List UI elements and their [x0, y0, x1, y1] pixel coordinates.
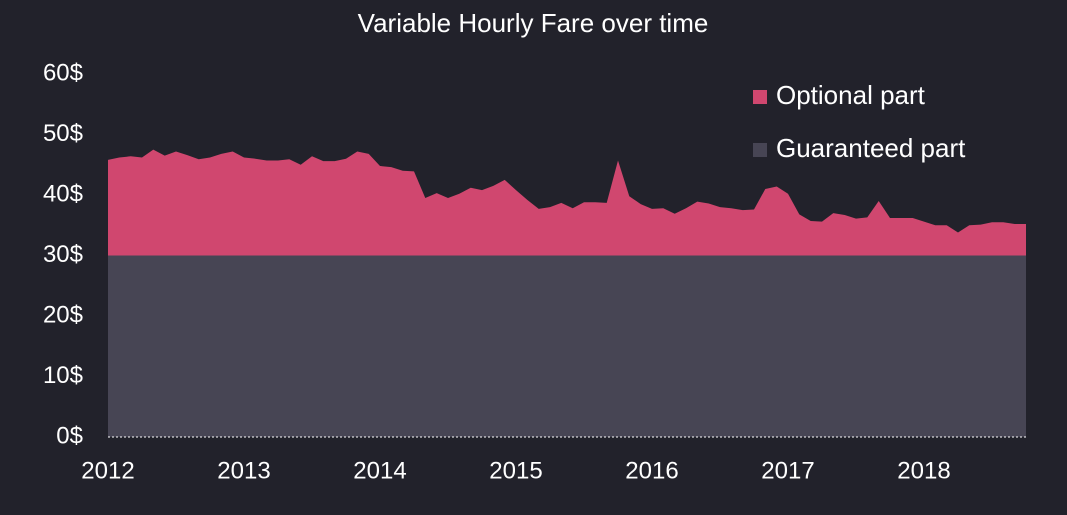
x-tick-label: 2017 — [761, 457, 814, 484]
y-tick-label: 20$ — [43, 301, 83, 328]
legend-label: Guaranteed part — [776, 133, 966, 163]
y-tick-label: 0$ — [56, 422, 83, 449]
y-tick-label: 30$ — [43, 241, 83, 268]
y-tick-label: 50$ — [43, 120, 83, 147]
y-tick-label: 10$ — [43, 362, 83, 389]
legend-swatch — [753, 143, 767, 157]
x-tick-label: 2016 — [625, 457, 678, 484]
chart-title: Variable Hourly Fare over time — [358, 8, 709, 38]
legend-swatch — [753, 90, 767, 104]
x-tick-label: 2012 — [81, 457, 134, 484]
legend-label: Optional part — [776, 80, 926, 110]
x-tick-label: 2014 — [353, 457, 406, 484]
x-tick-label: 2018 — [897, 457, 950, 484]
x-tick-label: 2015 — [489, 457, 542, 484]
x-tick-label: 2013 — [217, 457, 270, 484]
y-tick-label: 60$ — [43, 59, 83, 86]
area — [108, 255, 1026, 437]
area — [108, 149, 1026, 256]
y-tick-label: 40$ — [43, 180, 83, 207]
